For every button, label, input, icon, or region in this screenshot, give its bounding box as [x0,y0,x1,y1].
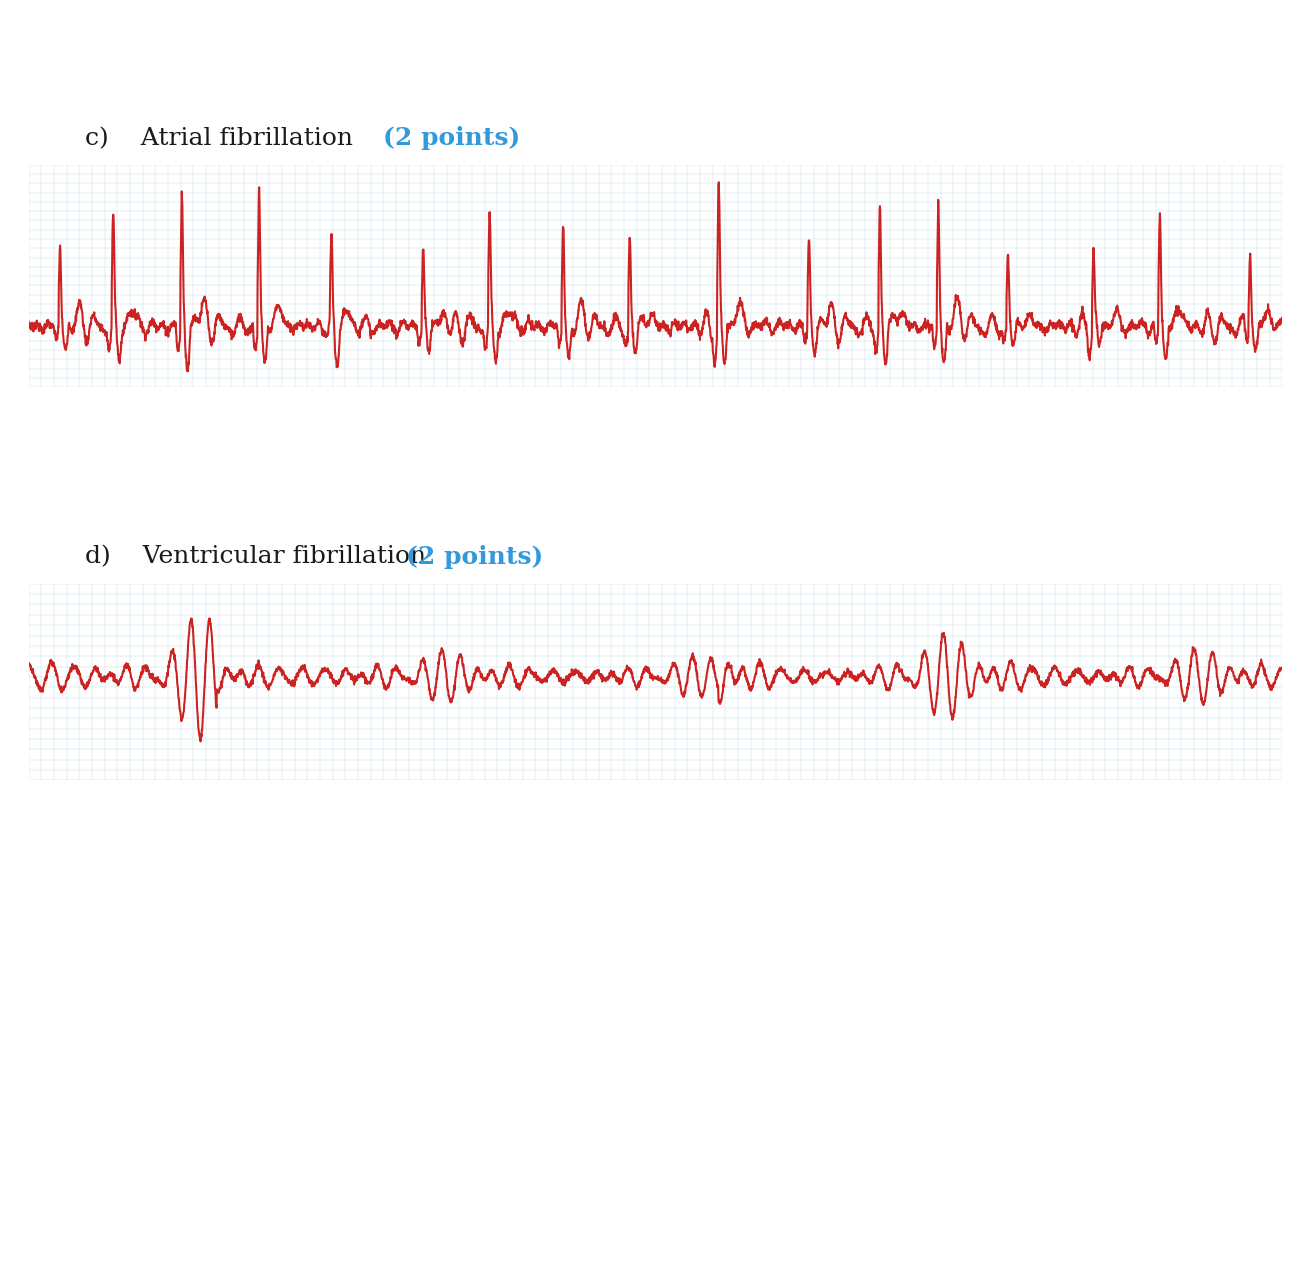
Text: d)    Ventricular fibrillation: d) Ventricular fibrillation [85,546,434,569]
Text: c)    Atrial fibrillation: c) Atrial fibrillation [85,127,360,150]
Text: (2 points): (2 points) [383,126,520,150]
Text: (2 points): (2 points) [406,544,543,569]
